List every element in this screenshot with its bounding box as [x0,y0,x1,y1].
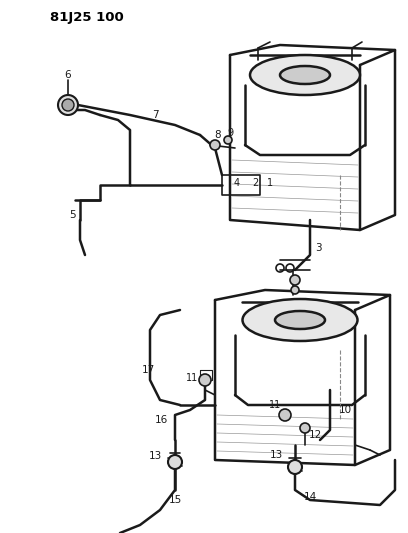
Text: 6: 6 [65,70,71,80]
Text: 2: 2 [252,178,258,188]
Text: 3: 3 [315,243,322,253]
Text: 81J25 100: 81J25 100 [50,12,124,25]
Circle shape [290,275,300,285]
Ellipse shape [275,311,325,329]
Text: 9: 9 [227,128,233,138]
Circle shape [300,423,310,433]
Text: 8: 8 [215,130,221,140]
Circle shape [224,136,232,144]
Text: 7: 7 [152,110,158,120]
Text: 12: 12 [308,430,322,440]
Text: 16: 16 [155,415,168,425]
Circle shape [210,140,220,150]
Text: 15: 15 [169,495,182,505]
Circle shape [168,455,182,469]
Text: 11: 11 [269,400,281,410]
Ellipse shape [242,299,357,341]
Circle shape [279,409,291,421]
Text: 11: 11 [186,373,198,383]
Text: 5: 5 [69,210,75,220]
Text: 13: 13 [270,450,283,460]
Circle shape [62,99,74,111]
Text: 13: 13 [149,451,162,461]
Circle shape [288,460,302,474]
Text: 17: 17 [142,365,155,375]
Ellipse shape [280,66,330,84]
Text: 1: 1 [267,178,273,188]
Circle shape [291,286,299,294]
Circle shape [58,95,78,115]
Text: 14: 14 [304,492,317,502]
Ellipse shape [250,55,360,95]
Circle shape [199,374,211,386]
Text: 10: 10 [339,405,352,415]
Text: 4: 4 [234,178,240,188]
